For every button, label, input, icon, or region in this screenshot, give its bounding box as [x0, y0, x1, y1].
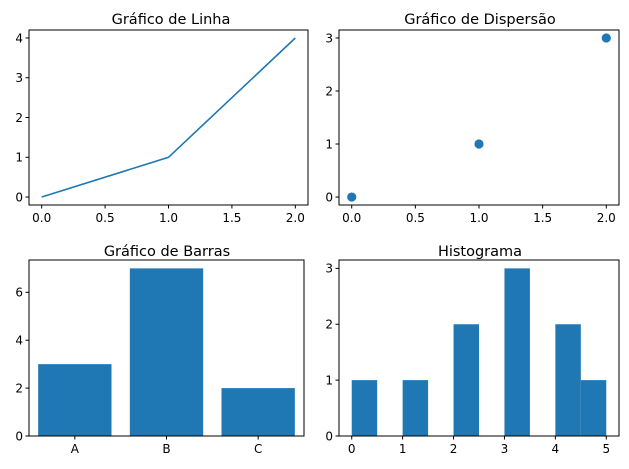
bar [129, 268, 204, 436]
line-series [41, 37, 296, 198]
scatter-point [474, 139, 484, 149]
bar-chart-title: Gráfico de Barras [104, 244, 230, 260]
histogram-x-tick-label: 4 [552, 442, 560, 456]
line-chart-x-tick-label: 0.0 [32, 211, 51, 225]
line-chart-y-tick-label: 4 [15, 31, 23, 45]
scatter-chart-x-tick-label: 1.5 [533, 211, 552, 225]
line-chart-axes-frame [28, 29, 309, 206]
scatter-point [347, 192, 357, 202]
bar-chart-y-tick-label: 4 [15, 334, 23, 348]
line-chart-x-tick-label: 1.0 [159, 211, 178, 225]
histogram-axes-frame [338, 259, 620, 437]
histogram-y-tick-label: 0 [325, 429, 333, 443]
histogram-y-tick-label: 3 [325, 262, 333, 276]
line-chart-y-tick-label: 2 [15, 111, 23, 125]
bar-chart-category-label: C [254, 442, 262, 456]
histogram-bar [555, 324, 581, 436]
histogram-x-tick-label: 1 [399, 442, 407, 456]
histogram-y-tick-label: 1 [325, 373, 333, 387]
line-chart-y-tick-label: 0 [15, 190, 23, 204]
scatter-chart-y-tick-label: 2 [325, 84, 333, 98]
line-chart-x-tick-label: 2.0 [286, 211, 305, 225]
scatter-chart-y-tick-label: 3 [325, 31, 333, 45]
scatter-point [601, 33, 611, 43]
scatter-chart-x-tick-label: 2.0 [597, 211, 616, 225]
histogram-panel: Histograma 0 1 2 3 4 5 0 1 2 3 [325, 244, 620, 456]
histogram-y-tick-label: 2 [325, 318, 333, 332]
histogram-x-tick-label: 5 [602, 442, 610, 456]
histogram-bar [580, 380, 607, 436]
line-chart-panel: Gráfico de Linha 0.0 0.5 1.0 1.5 2.0 0 1 2 3 4 [15, 12, 309, 225]
histogram-bar [351, 380, 378, 436]
scatter-chart-x-tick-label: 0.5 [406, 211, 425, 225]
bar-chart-y-tick-label: 6 [15, 286, 23, 300]
histogram-x-tick-label: 2 [450, 442, 458, 456]
line-chart-x-tick-label: 0.5 [96, 211, 115, 225]
bar [221, 388, 295, 436]
line-chart-y-tick-label: 3 [15, 71, 23, 85]
histogram-bar [402, 380, 429, 436]
line-chart-title: Gráfico de Linha [112, 12, 231, 28]
scatter-chart-y-tick-label: 1 [325, 137, 333, 151]
bar [38, 364, 112, 436]
bar-chart-category-label: B [162, 442, 170, 456]
line-chart-y-tick-label: 1 [15, 151, 23, 165]
scatter-chart-x-tick-label: 1.0 [469, 211, 488, 225]
scatter-chart-panel: Gráfico de Dispersão 0.0 0.5 1.0 1.5 2.0 0 1 2 3 [325, 12, 620, 225]
histogram-bar [453, 324, 479, 436]
histogram-title: Histograma [438, 244, 522, 260]
bar-chart-category-label: A [71, 442, 80, 456]
histogram-x-tick-label: 0 [348, 442, 356, 456]
bar-chart-panel: Gráfico de Barras A B C 0 2 4 6 [15, 244, 305, 456]
scatter-chart-axes-frame [338, 29, 620, 206]
scatter-chart-x-tick-label: 0.0 [342, 211, 361, 225]
histogram-x-tick-label: 3 [501, 442, 509, 456]
bar-chart-y-tick-label: 0 [15, 429, 23, 443]
scatter-chart-y-tick-label: 0 [325, 190, 333, 204]
bar-chart-y-tick-label: 2 [15, 381, 23, 395]
line-chart-x-tick-label: 1.5 [222, 211, 241, 225]
histogram-bar [504, 268, 530, 436]
scatter-chart-title: Gráfico de Dispersão [404, 12, 556, 28]
